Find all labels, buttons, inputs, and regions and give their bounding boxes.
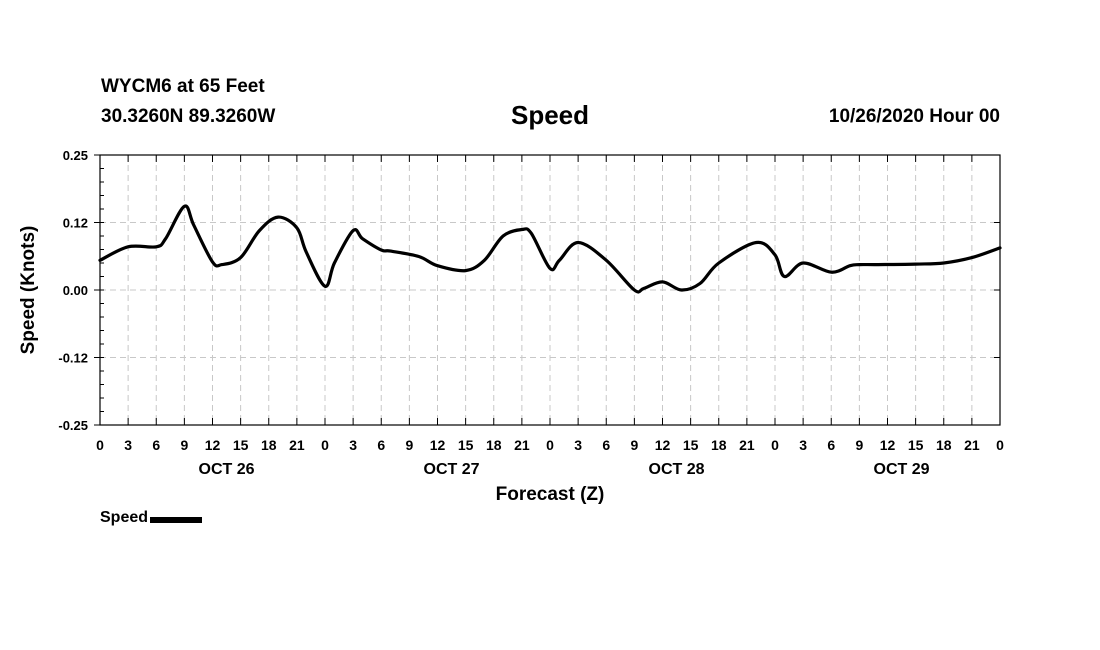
x-tick-label: 18: [261, 437, 277, 453]
speed-series-line: [98, 204, 1002, 294]
x-tick-label: 0: [771, 437, 779, 453]
day-label: OCT 28: [649, 461, 705, 478]
x-tick-label: 15: [908, 437, 924, 453]
x-tick-label: 12: [205, 437, 221, 453]
x-tick-label: 0: [546, 437, 554, 453]
x-tick-label: 15: [683, 437, 699, 453]
day-label: OCT 29: [874, 461, 930, 478]
x-tick-label: 0: [96, 437, 104, 453]
x-tick-label: 12: [655, 437, 671, 453]
x-tick-label: 3: [574, 437, 582, 453]
x-tick-label: 15: [458, 437, 474, 453]
x-tick-label: 9: [405, 437, 413, 453]
x-tick-label: 12: [430, 437, 446, 453]
y-tick-label: -0.25: [58, 418, 88, 433]
x-tick-label: 3: [124, 437, 132, 453]
x-tick-label: 9: [855, 437, 863, 453]
x-tick-label: 21: [514, 437, 530, 453]
coordinates-label: 30.3260N 89.3260W: [101, 106, 276, 127]
legend-label: Speed: [100, 509, 149, 526]
legend-swatch: [150, 517, 203, 523]
y-tick-label: -0.12: [58, 351, 88, 366]
legend: Speed: [100, 509, 203, 527]
x-tick-label: 21: [964, 437, 980, 453]
x-axis-label: Forecast (Z): [496, 484, 605, 505]
y-axis-label: Speed (Knots): [18, 226, 39, 355]
x-tick-label: 3: [799, 437, 807, 453]
x-tick-label: 12: [880, 437, 896, 453]
y-tick-label: 0.12: [63, 216, 88, 231]
run-time-label: 10/26/2020 Hour 00: [828, 106, 1000, 127]
x-tick-label: 6: [377, 437, 385, 453]
chart-title: Speed: [510, 100, 590, 130]
x-tick-label: 9: [180, 437, 188, 453]
x-tick-label: 0: [321, 437, 329, 453]
x-tick-label: 18: [711, 437, 727, 453]
day-label: OCT 27: [424, 461, 480, 478]
x-tick-label: 18: [486, 437, 502, 453]
x-tick-label: 15: [233, 437, 249, 453]
x-tick-label: 3: [349, 437, 357, 453]
x-tick-label: 9: [630, 437, 638, 453]
station-label: WYCM6 at 65 Feet: [101, 76, 265, 97]
x-tick-label: 6: [152, 437, 160, 453]
y-tick-label: 0.00: [63, 283, 88, 298]
x-tick-label: 21: [739, 437, 755, 453]
y-tick-label: 0.25: [63, 148, 88, 163]
x-tick-label: 21: [289, 437, 305, 453]
x-tick-label: 6: [827, 437, 835, 453]
plot-frame: [99, 154, 1001, 426]
day-label: OCT 26: [199, 461, 255, 478]
x-tick-label: 0: [996, 437, 1004, 453]
x-tick-label: 6: [602, 437, 610, 453]
x-tick-label: 18: [936, 437, 952, 453]
